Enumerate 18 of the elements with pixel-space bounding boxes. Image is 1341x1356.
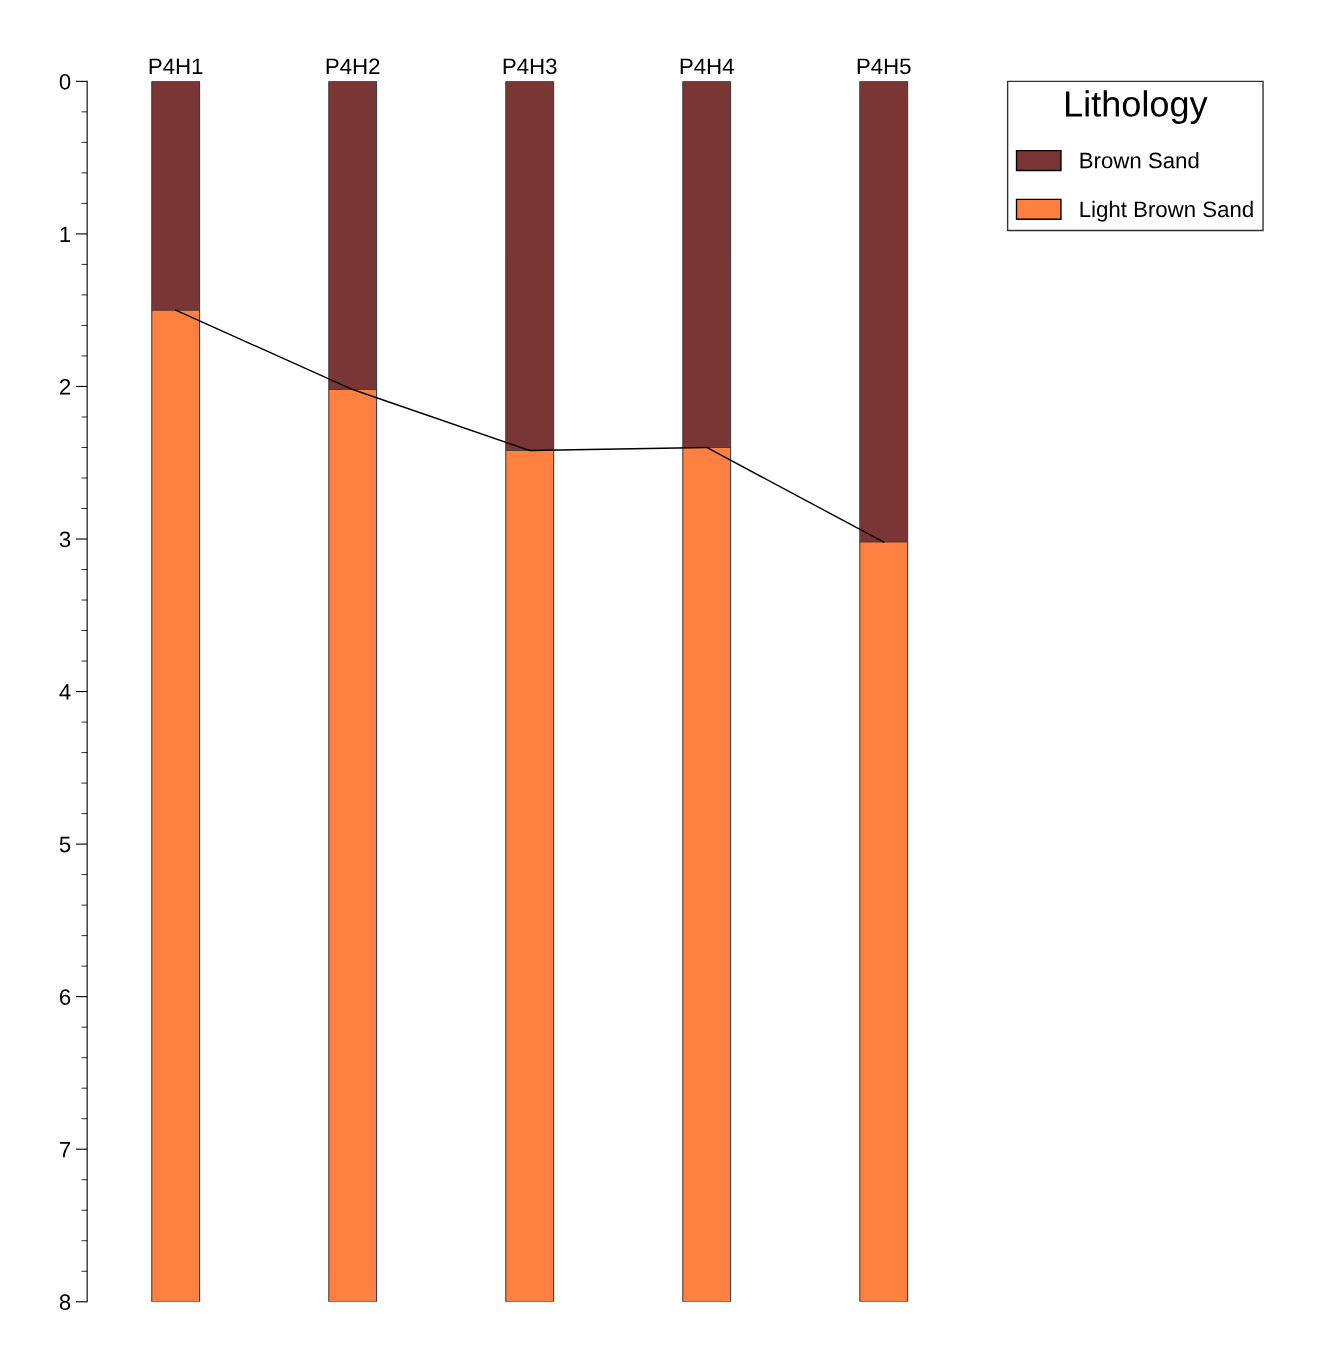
y-tick-label: 7 (59, 1141, 71, 1158)
x-tick-label: P4H3 (503, 58, 557, 75)
y-tick-label: 3 (59, 531, 71, 548)
y-tick-label: 1 (60, 226, 71, 242)
y-tick-label: 6 (59, 989, 71, 1005)
legend-title: Lithology (1066, 90, 1208, 124)
y-tick-label: 5 (59, 836, 71, 853)
x-tick-label: P4H4 (680, 58, 734, 74)
y-tick-label: 0 (59, 73, 71, 90)
line-series (174, 309, 885, 543)
y-tick-label: 4 (59, 684, 71, 700)
legend-label: Light Brown Sand (1080, 200, 1253, 222)
x-tick-label: P4H2 (326, 58, 380, 74)
x-tick-label: P4H1 (149, 58, 203, 74)
y-tick-label: 2 (59, 378, 71, 395)
legend-label: Brown Sand (1080, 152, 1199, 169)
y-tick-label: 8 (59, 1294, 71, 1311)
x-tick-label: P4H5 (857, 58, 911, 75)
